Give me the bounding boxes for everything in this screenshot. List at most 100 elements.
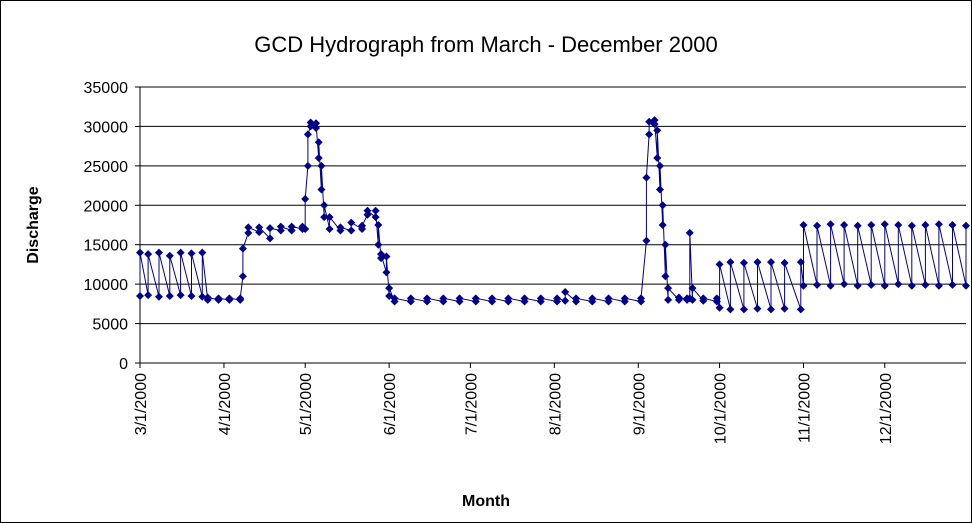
data-point [238, 272, 247, 281]
x-tick-label: 10/1/2000 [713, 373, 730, 444]
data-point [655, 161, 664, 170]
data-point [561, 288, 570, 297]
data-point [187, 291, 196, 300]
data-point [214, 294, 223, 303]
y-tick-label: 15000 [84, 238, 129, 255]
data-point [265, 234, 274, 243]
data-point [653, 126, 662, 135]
data-point [203, 293, 212, 302]
data-point [553, 294, 562, 303]
data-point [374, 221, 383, 229]
data-point [853, 281, 862, 290]
data-point [620, 294, 629, 303]
data-point [358, 221, 367, 230]
data-point [962, 281, 970, 290]
data-point [726, 305, 735, 314]
x-tick-label: 11/1/2000 [797, 373, 814, 443]
data-point [796, 305, 805, 314]
data-point [236, 294, 245, 303]
y-tick-label: 35000 [84, 80, 129, 97]
x-axis-label: Month [462, 493, 510, 510]
data-point [325, 213, 334, 222]
data-point [664, 284, 673, 293]
data-point [423, 294, 432, 303]
data-point [840, 280, 849, 289]
data-point [767, 305, 776, 314]
data-point [661, 272, 670, 281]
x-tick-label: 7/1/2000 [463, 373, 480, 435]
data-point [948, 221, 957, 229]
data-point [471, 294, 480, 303]
data-point [715, 260, 724, 269]
data-point [154, 292, 163, 301]
x-tick-label: 3/1/2000 [133, 373, 150, 435]
data-point [637, 294, 646, 303]
data-point [488, 294, 497, 303]
x-tick-label: 8/1/2000 [547, 373, 564, 435]
data-point [176, 248, 185, 257]
data-point [894, 280, 903, 289]
data-point [921, 221, 930, 229]
data-point [655, 185, 664, 194]
data-point [306, 118, 315, 127]
data-point [767, 258, 776, 267]
chart-title: GCD Hydrograph from March - December 200… [254, 32, 717, 57]
data-point [336, 223, 345, 232]
data-point [136, 248, 144, 257]
data-point [536, 294, 545, 303]
data-point [813, 221, 822, 230]
data-point [796, 258, 805, 267]
data-point [347, 218, 356, 227]
y-tick-label: 20000 [84, 198, 129, 215]
data-point [390, 294, 399, 303]
data-point [244, 223, 253, 232]
data-point [455, 294, 464, 303]
data-point [753, 304, 762, 313]
data-point [320, 201, 329, 210]
data-point [907, 221, 916, 230]
data-point [371, 206, 380, 215]
data-point [739, 305, 748, 314]
data-point [382, 268, 391, 277]
data-point [604, 294, 613, 303]
data-point [504, 294, 513, 303]
data-point [658, 221, 667, 229]
data-point [287, 222, 296, 231]
data-point [661, 240, 670, 249]
data-point [165, 251, 174, 260]
data-point [642, 173, 651, 182]
data-point [225, 294, 234, 303]
data-point [320, 213, 329, 222]
data-point [685, 228, 694, 237]
y-tick-label: 10000 [84, 277, 129, 294]
data-point [347, 226, 356, 235]
data-point [712, 294, 721, 303]
data-point [561, 296, 570, 305]
data-point [238, 244, 247, 253]
data-point [406, 294, 415, 303]
data-point [176, 291, 185, 300]
data-point [198, 248, 207, 257]
data-point [780, 258, 789, 267]
data-point [588, 294, 597, 303]
x-tick-label: 6/1/2000 [382, 373, 399, 435]
data-point [144, 291, 153, 300]
y-tick-label: 30000 [84, 119, 129, 136]
data-point [312, 119, 321, 128]
data-point [154, 248, 163, 257]
data-point [276, 222, 285, 231]
x-tick-label: 12/1/2000 [878, 373, 895, 444]
data-point [439, 294, 448, 303]
data-point [144, 250, 153, 259]
data-point [826, 220, 835, 229]
data-point [317, 161, 326, 170]
data-point [826, 281, 835, 290]
data-point [867, 221, 876, 229]
data-point [658, 201, 667, 210]
data-point [255, 228, 264, 237]
data-point [921, 280, 930, 289]
x-tick-label: 5/1/2000 [298, 373, 315, 435]
data-point [165, 291, 174, 300]
data-point [867, 280, 876, 289]
